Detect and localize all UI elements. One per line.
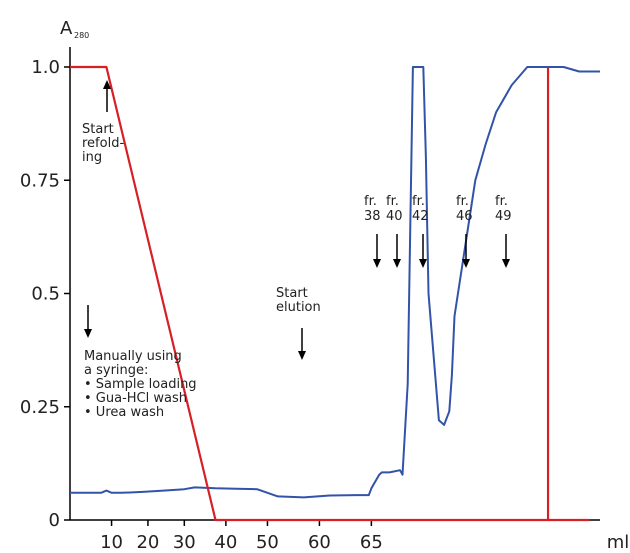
gradient-line — [70, 65, 590, 522]
fr49-label-line-1: 49 — [495, 209, 512, 224]
manual-arrow-head — [84, 329, 92, 338]
x-axis-label: ml — [607, 532, 630, 553]
x-tick-label-1: 20 — [136, 532, 159, 553]
fr46-label-line-0: fr. — [456, 194, 469, 209]
x-tick-label-5: 60 — [308, 532, 331, 553]
start-refolding-label-line-0: Start — [82, 122, 114, 137]
start-refolding-label-line-2: ing — [82, 150, 102, 165]
fr42-label-line-0: fr. — [412, 194, 425, 209]
manual-label-line-4: • Urea wash — [84, 405, 164, 420]
start-refolding-arrow-head — [103, 80, 111, 89]
manual-label-line-0: Manually using — [84, 349, 182, 364]
fr46-label-line-1: 46 — [456, 209, 473, 224]
fr38-label-line-0: fr. — [364, 194, 377, 209]
x-tick-label-2: 30 — [173, 532, 196, 553]
manual-label-line-3: • Gua-HCl wash — [84, 391, 187, 406]
y-tick-label-4: 1.0 — [31, 57, 60, 78]
fr40-label-line-1: 40 — [386, 209, 403, 224]
y-axis-label: A — [60, 18, 73, 39]
fr49-label-line-0: fr. — [495, 194, 508, 209]
manual-label-line-1: a syringe: — [84, 363, 148, 378]
start-elution-label-line-0: Start — [276, 286, 308, 301]
start-elution-label-line-1: elution — [276, 300, 321, 315]
y-tick-label-2: 0.5 — [31, 284, 60, 305]
y-tick-label-3: 0.75 — [20, 170, 60, 191]
fr42-label-line-1: 42 — [412, 209, 429, 224]
fr38-arrow-head — [373, 259, 381, 268]
fr49-arrow-head — [502, 259, 510, 268]
x-tick-label-0: 10 — [100, 532, 123, 553]
start-elution-arrow-head — [298, 351, 306, 360]
absorbance-line — [70, 66, 600, 499]
manual-label-line-2: • Sample loading — [84, 377, 197, 392]
fr38-label-line-1: 38 — [364, 209, 381, 224]
fr40-label-line-0: fr. — [386, 194, 399, 209]
x-tick-label-4: 50 — [256, 532, 279, 553]
fr46-arrow-head — [462, 259, 470, 268]
x-tick-label-6: 65 — [360, 532, 383, 553]
y-tick-label-0: 0 — [49, 510, 60, 531]
fr40-arrow-head — [393, 259, 401, 268]
y-axis-label-sub: 280 — [74, 31, 89, 40]
start-refolding-label-line-1: refold- — [82, 136, 124, 151]
x-tick-label-3: 40 — [214, 532, 237, 553]
y-tick-label-1: 0.25 — [20, 397, 60, 418]
fr42-arrow-head — [419, 259, 427, 268]
